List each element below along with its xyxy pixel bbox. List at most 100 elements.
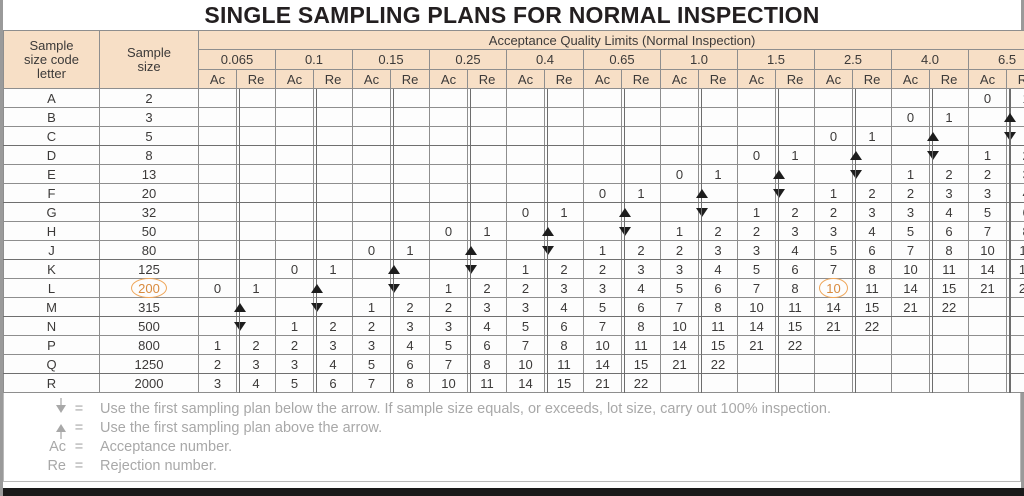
sample-size-code-letter: A [3,88,100,108]
legend-notes: = Use the first sampling plan below the … [3,393,1021,482]
arrow-cell-arrow-down-end [506,240,545,260]
sample-size: 32 [99,202,199,222]
sample-size-code-letter: N [3,316,100,336]
arrow-cell-arrow-down-long [236,145,276,165]
sampling-plan-table: Sample size code letter Sample size Acce… [3,30,1024,393]
arrow-cell-arrow-up-long [698,373,738,393]
re-value: 4 [544,297,584,317]
ac-value: 1 [352,297,391,317]
arrow-cell-arrow-down-long [698,126,738,146]
arrow-cell-arrow-down-long [198,221,237,241]
re-header: Re [313,69,353,89]
highlight-circle: 200 [131,277,167,298]
note-row: Ac = Acceptance number. [4,437,1020,456]
sample-size: 8 [99,145,199,165]
arrow-cell-arrow-up-end [814,145,853,165]
arrow-cell-arrow-down-end [352,278,391,298]
ac-value: 0 [275,259,314,279]
table-body: A201B301C501D80112E13011223F2001122334G3… [3,88,1024,393]
arrow-cell-arrow-down-long [852,88,892,108]
ac-value: 3 [429,316,468,336]
arrow-cell-arrow-down-end [968,126,1007,146]
ac-value: 10 [891,259,930,279]
table-row: L200011223345678101114152122 [3,277,1024,298]
arrow-cell-arrow-down-long [390,164,430,184]
arrow-cell-arrow-down-long [198,240,237,260]
re-header: Re [236,69,276,89]
sample-size: 200 [99,277,199,298]
arrow-cell-arrow-down-end [929,145,969,165]
re-value: 8 [698,297,738,317]
header-row-aql-levels: 0.065 0.1 0.15 0.25 0.4 0.65 1.0 1.5 2.5 4.0 6.5 [4,49,1024,70]
re-header: Re [544,69,584,89]
arrow-cell-arrow-down-end [429,202,468,222]
arrow-cell-arrow-down-long [236,88,276,108]
arrow-cell-arrow-down-long [390,183,430,203]
ac-value: 2 [891,183,930,203]
arrow-cell-arrow-down-long [506,145,545,165]
arrow-cell-arrow-down-long [390,202,430,222]
ac-value: 5 [506,316,545,336]
arrow-cell-arrow-down-long [236,107,276,127]
arrow-cell-arrow-up-long [929,373,969,393]
arrow-cell-arrow-up-long [891,373,930,393]
re-value: 1 [236,278,276,298]
ac-value: 21 [583,373,622,393]
ac-value: 14 [891,278,930,298]
arrow-cell-arrow-down-long [313,145,353,165]
arrow-cell-arrow-down-long [775,88,815,108]
arrow-cell-arrow-up-long [852,335,892,355]
arrow-cell-arrow-down-long [544,126,584,146]
ac-value: 2 [968,164,1007,184]
arrow-cell-arrow-up-end [891,126,930,146]
re-value: 4 [390,335,430,355]
re-value: 4 [698,259,738,279]
re-value: 6 [698,278,738,298]
ac-value: 5 [814,240,853,260]
aql-level-1.5: 1.5 [737,49,815,70]
ac-header: Ac [198,69,237,89]
sample-size-code-letter: E [3,164,100,184]
ac-value: 7 [429,354,468,374]
re-value: 3 [544,278,584,298]
arrow-cell-arrow-down-end [775,183,815,203]
sample-size-code-letter: P [3,335,100,355]
re-header: Re [852,69,892,89]
arrow-cell-arrow-up-long [891,316,930,336]
arrow-cell-arrow-down-end [429,259,468,279]
sample-size: 13 [99,164,199,184]
re-value: 2 [1005,145,1024,165]
note-row: = Use the first sampling plan below the … [4,397,1020,418]
ac-header: Ac [352,69,391,89]
arrow-cell-arrow-up-long [929,354,969,374]
table-row: Q 1250 2 3 3 4 5 6 7 8 10 11 14 15 21 22 [3,354,1024,374]
arrow-cell-arrow-down-long [737,88,776,108]
ac-value: 14 [968,259,1007,279]
arrow-cell-arrow-down-end [390,221,430,241]
arrow-cell-arrow-up-end [929,126,969,146]
sample-size-code-letter: F [3,183,100,203]
ac-value: 14 [660,335,699,355]
header-line-2: size [137,58,161,74]
arrow-cell-arrow-up-long [968,354,1007,374]
arrow-cell-arrow-down-long [467,107,507,127]
arrow-cell-arrow-down-long [313,183,353,203]
arrow-cell-arrow-down-long [544,164,584,184]
arrow-cell-arrow-up-end [198,297,237,317]
ac-value: 10 [814,277,853,298]
bottom-bar [3,488,1024,496]
re-value: 3 [390,316,430,336]
arrow-cell-arrow-down-long [198,107,237,127]
arrow-cell-arrow-up-long [737,354,776,374]
re-value: 2 [775,202,815,222]
re-value: 2 [313,316,353,336]
re-value: 8 [390,373,430,393]
re-value: 11 [775,297,815,317]
re-value: 1 [1005,88,1024,108]
ac-header: Ac [737,69,776,89]
ac-value: 3 [275,354,314,374]
arrow-cell-arrow-down-long [390,107,430,127]
note-equals: = [74,419,84,436]
ac-value: 5 [968,202,1007,222]
